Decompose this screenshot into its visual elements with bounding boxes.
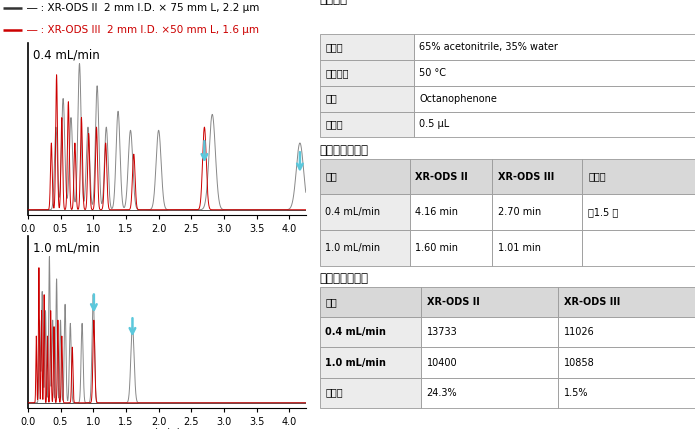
Text: 1.0 mL/min: 1.0 mL/min [325, 357, 386, 368]
Bar [320, 60, 414, 86]
Text: 1.0 mL/min: 1.0 mL/min [33, 241, 100, 254]
Bar [320, 287, 421, 317]
X-axis label: (min): (min) [153, 428, 181, 429]
Text: 10858: 10858 [564, 357, 594, 368]
Bar [320, 317, 421, 347]
Bar [414, 86, 695, 112]
Bar [320, 34, 414, 60]
Bar [320, 9, 414, 34]
Bar [320, 378, 421, 408]
Text: 流量: 流量 [325, 172, 337, 181]
Text: ― : XR-ODS III  2 mm I.D. ×50 mm L, 1.6 μm: ― : XR-ODS III 2 mm I.D. ×50 mm L, 1.6 μ… [27, 25, 259, 35]
Text: XR-ODS II: XR-ODS II [416, 172, 468, 181]
Bar [414, 60, 695, 86]
Text: 65% acetonitrile, 35% water: 65% acetonitrile, 35% water [419, 42, 558, 52]
Text: 4.16 min: 4.16 min [416, 207, 459, 218]
Bar [320, 159, 410, 194]
Text: 13733: 13733 [427, 327, 457, 338]
Text: 約1.5 倍: 約1.5 倍 [588, 207, 619, 218]
Bar [410, 159, 492, 194]
Text: 注入量: 注入量 [325, 119, 343, 130]
Bar [320, 194, 410, 230]
Bar [558, 287, 695, 317]
Bar [410, 194, 492, 230]
Bar [558, 317, 695, 347]
Text: 1.01 min: 1.01 min [498, 243, 541, 253]
Text: 10400: 10400 [427, 357, 457, 368]
Text: 0.5 μL: 0.5 μL [419, 119, 450, 130]
Bar [421, 347, 558, 378]
Text: 11026: 11026 [564, 327, 594, 338]
Bar [421, 378, 558, 408]
Bar [492, 230, 582, 266]
Text: Octanophenone: Octanophenone [419, 94, 497, 104]
Bar [320, 347, 421, 378]
Bar [582, 194, 695, 230]
Bar [558, 378, 695, 408]
Text: XR-ODS III: XR-ODS III [564, 297, 620, 308]
Bar [414, 34, 695, 60]
Text: 0.4 mL/min: 0.4 mL/min [325, 327, 386, 338]
Bar [492, 159, 582, 194]
Bar [582, 159, 695, 194]
Bar [410, 230, 492, 266]
Bar [421, 317, 558, 347]
Text: XR-ODS II: XR-ODS II [427, 297, 480, 308]
Text: 1.60 min: 1.60 min [416, 243, 459, 253]
Text: 減少率: 減少率 [325, 387, 343, 398]
Text: 保持時間の比較: 保持時間の比較 [320, 144, 369, 157]
Bar [414, 112, 695, 137]
Text: オーブン: オーブン [325, 68, 349, 78]
Bar [320, 112, 414, 137]
Text: 2.70 min: 2.70 min [498, 207, 541, 218]
Bar [421, 287, 558, 317]
Text: 0.4 mL/min: 0.4 mL/min [325, 207, 380, 218]
Text: 移動相: 移動相 [325, 42, 343, 52]
Text: XR-ODS III: XR-ODS III [498, 172, 554, 181]
Text: 24.3%: 24.3% [427, 387, 457, 398]
Bar [558, 347, 695, 378]
Text: 高速化: 高速化 [588, 172, 605, 181]
Bar [492, 194, 582, 230]
Text: 試料: 試料 [325, 94, 337, 104]
Text: 流量: 流量 [325, 297, 337, 308]
Bar [320, 230, 410, 266]
Bar [320, 86, 414, 112]
Bar [582, 230, 695, 266]
Text: 理論段数の比較: 理論段数の比較 [320, 272, 369, 285]
Text: 50 °C: 50 °C [419, 68, 446, 78]
Text: 分析条件: 分析条件 [320, 0, 348, 6]
Text: 1.5%: 1.5% [564, 387, 588, 398]
Text: 1.0 mL/min: 1.0 mL/min [325, 243, 380, 253]
Text: 0.4 mL/min: 0.4 mL/min [33, 48, 100, 61]
Bar [414, 9, 695, 34]
Text: ― : XR-ODS II  2 mm I.D. × 75 mm L, 2.2 μm: ― : XR-ODS II 2 mm I.D. × 75 mm L, 2.2 μ… [27, 3, 259, 13]
